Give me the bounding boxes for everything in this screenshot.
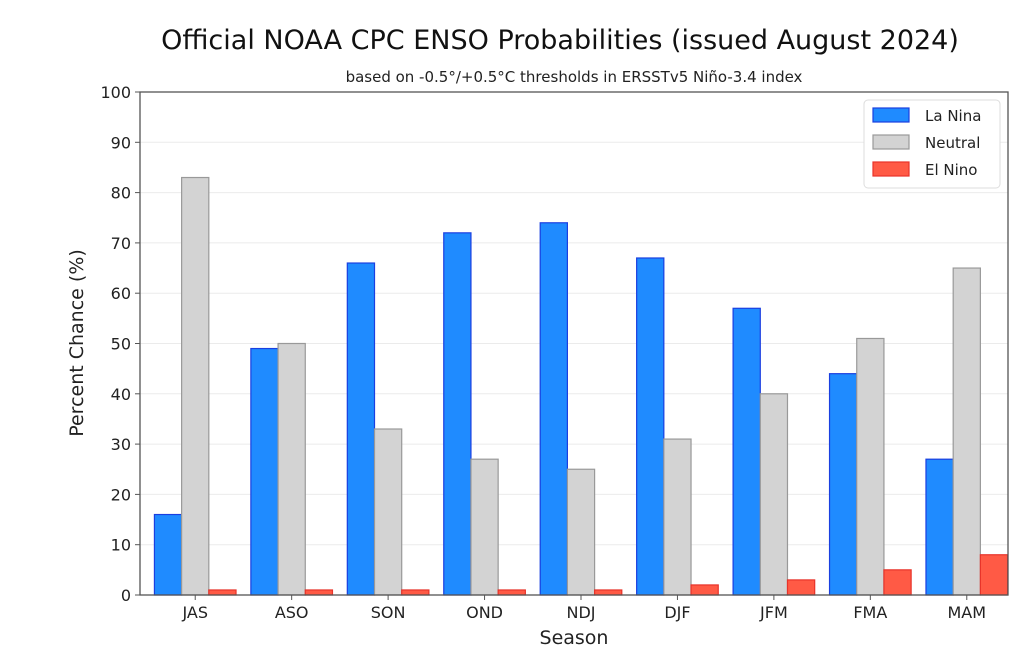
bar-la-nina-ond <box>443 232 472 596</box>
bar-la-nina-jas <box>153 513 183 596</box>
bar-la-nina-mam <box>925 458 954 596</box>
bar-neutral-djf <box>663 438 692 596</box>
bar-neutral-fma <box>856 337 885 596</box>
y-axis-label: Percent Chance (%) <box>66 249 88 437</box>
x-tick-label: NDJ <box>566 603 595 622</box>
bar-neutral-ond <box>470 458 499 596</box>
x-axis-ticks: JAS ASO SON OND NDJ DJF JFM FMA MAM <box>181 595 986 622</box>
bar-la-nina-ndj <box>539 222 569 596</box>
legend-label: La Nina <box>925 107 981 125</box>
y-tick-label: 40 <box>111 385 131 404</box>
y-tick-label: 50 <box>111 335 131 354</box>
y-axis-ticks: 0 10 20 30 40 50 60 70 80 90 100 <box>100 83 140 605</box>
x-tick-label: OND <box>466 603 503 622</box>
legend: La Nina Neutral El Nino <box>863 99 1001 189</box>
x-tick-label: JAS <box>181 603 208 622</box>
bar-el-nino-djf <box>690 584 719 596</box>
bar-la-nina-djf <box>636 257 665 596</box>
bar-el-nino-mam <box>979 554 1009 596</box>
y-tick-label: 60 <box>111 284 131 303</box>
y-tick-label: 30 <box>111 435 131 454</box>
bar-el-nino-jfm <box>786 579 816 596</box>
bar-el-nino-jas <box>208 589 237 596</box>
legend-swatch-la-nina <box>872 107 910 123</box>
bar-neutral-son <box>373 428 403 596</box>
x-tick-label: MAM <box>947 603 986 622</box>
chart-subtitle: based on -0.5°/+0.5°C thresholds in ERSS… <box>346 68 803 86</box>
legend-swatch-el-nino <box>872 161 910 177</box>
y-tick-label: 20 <box>111 485 131 504</box>
y-tick-label: 0 <box>121 586 131 605</box>
bars <box>153 176 1009 596</box>
bar-neutral-jfm <box>759 393 789 596</box>
bar-neutral-aso <box>277 342 306 596</box>
x-tick-label: DJF <box>664 603 690 622</box>
bar-la-nina-jfm <box>732 307 761 596</box>
bar-el-nino-fma <box>883 569 912 596</box>
bar-la-nina-aso <box>250 347 279 596</box>
bar-neutral-jas <box>181 176 210 596</box>
x-tick-label: ASO <box>275 603 309 622</box>
x-tick-label: FMA <box>853 603 887 622</box>
bar-la-nina-son <box>346 262 376 596</box>
legend-swatch-neutral <box>872 134 910 150</box>
bar-el-nino-ond <box>497 589 526 596</box>
x-axis-label: Season <box>540 627 609 649</box>
y-tick-label: 80 <box>111 184 131 203</box>
legend-label: El Nino <box>925 161 978 179</box>
bar-neutral-ndj <box>566 468 596 596</box>
y-tick-label: 70 <box>111 234 131 253</box>
y-tick-label: 90 <box>111 133 131 152</box>
legend-label: Neutral <box>925 134 980 152</box>
bar-la-nina-fma <box>828 373 858 596</box>
x-tick-label: SON <box>371 603 406 622</box>
chart-title: Official NOAA CPC ENSO Probabilities (is… <box>161 25 959 56</box>
x-tick-label: JFM <box>759 603 788 622</box>
bar-el-nino-aso <box>304 589 334 596</box>
bar-el-nino-son <box>401 589 430 596</box>
bar-neutral-mam <box>952 267 981 596</box>
bar-el-nino-ndj <box>593 589 623 596</box>
y-tick-label: 100 <box>100 83 131 102</box>
y-tick-label: 10 <box>111 536 131 555</box>
